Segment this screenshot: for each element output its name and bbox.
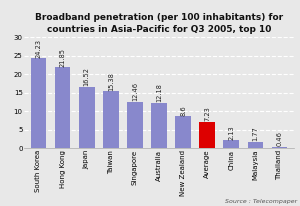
Bar bbox=[151, 103, 167, 148]
Text: 24.23: 24.23 bbox=[35, 39, 41, 58]
Text: 16.52: 16.52 bbox=[84, 67, 90, 86]
Text: 1.77: 1.77 bbox=[252, 126, 258, 141]
Bar bbox=[79, 87, 94, 148]
Bar bbox=[175, 116, 191, 148]
Text: Source : Telecompaper: Source : Telecompaper bbox=[225, 199, 297, 204]
Bar bbox=[200, 122, 215, 148]
Text: 0.46: 0.46 bbox=[277, 131, 283, 146]
Text: 2.13: 2.13 bbox=[228, 125, 234, 140]
Text: 12.18: 12.18 bbox=[156, 84, 162, 102]
Title: Broadband penetration (per 100 inhabitants) for
countries in Asia-Pacific for Q3: Broadband penetration (per 100 inhabitan… bbox=[35, 13, 283, 34]
Text: 15.38: 15.38 bbox=[108, 72, 114, 91]
Text: 8.6: 8.6 bbox=[180, 105, 186, 116]
Text: 7.23: 7.23 bbox=[204, 106, 210, 121]
Bar bbox=[103, 91, 118, 148]
Bar bbox=[224, 140, 239, 148]
Text: 21.85: 21.85 bbox=[60, 48, 66, 67]
Bar bbox=[248, 142, 263, 148]
Bar bbox=[272, 147, 287, 148]
Bar bbox=[127, 102, 143, 148]
Text: 12.46: 12.46 bbox=[132, 82, 138, 101]
Bar bbox=[31, 59, 46, 148]
Bar bbox=[55, 67, 70, 148]
